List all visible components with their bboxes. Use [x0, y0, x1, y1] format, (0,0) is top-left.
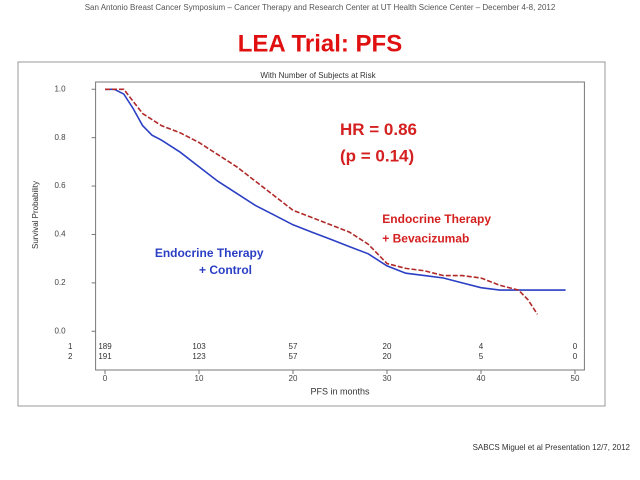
risk-count: 20 [383, 352, 392, 361]
annotation: Endocrine Therapy [382, 212, 491, 226]
y-tick-label: 0.8 [54, 133, 66, 142]
x-tick-label: 20 [289, 374, 298, 383]
x-tick-label: 10 [195, 374, 204, 383]
x-tick-label: 40 [477, 374, 486, 383]
annotation: + Bevacizumab [382, 231, 469, 245]
header: San Antonio Breast Cancer Symposium – Ca… [85, 3, 556, 12]
km-curve [105, 88, 539, 315]
risk-count: 123 [192, 352, 206, 361]
y-axis-label: Survival Probability [31, 181, 40, 249]
chart-subtitle: With Number of Subjects at Risk [260, 71, 376, 80]
km-curve [105, 88, 566, 291]
risk-count: 5 [479, 352, 484, 361]
footer: SABCS Miguel et al Presentation 12/7, 20… [473, 443, 631, 452]
y-tick-label: 0.6 [54, 181, 66, 190]
plot-frame [95, 81, 585, 371]
x-tick-label: 0 [103, 374, 108, 383]
annotation: Endocrine Therapy [155, 246, 264, 260]
chart-frame [17, 61, 606, 407]
x-axis-label: PFS in months [310, 386, 370, 396]
y-tick-label: 0.0 [54, 326, 66, 335]
risk-row-label: 2 [68, 352, 73, 361]
risk-count: 57 [289, 342, 298, 351]
risk-count: 0 [573, 352, 578, 361]
y-tick-label: 0.4 [54, 230, 66, 239]
risk-count: 57 [289, 352, 298, 361]
risk-count: 20 [383, 342, 392, 351]
x-tick-label: 50 [571, 374, 580, 383]
x-tick-label: 30 [383, 374, 392, 383]
chart-title: LEA Trial: PFS [238, 30, 402, 57]
y-tick-label: 1.0 [54, 84, 66, 93]
annotation: (p = 0.14) [340, 147, 414, 166]
annotation: HR = 0.86 [340, 120, 417, 139]
risk-row-label: 1 [68, 342, 73, 351]
annotation: + Control [199, 263, 252, 277]
risk-count: 189 [98, 342, 112, 351]
risk-count: 103 [192, 342, 206, 351]
y-tick-label: 0.2 [54, 278, 66, 287]
risk-count: 0 [573, 342, 578, 351]
risk-count: 4 [479, 342, 484, 351]
risk-count: 191 [98, 352, 112, 361]
